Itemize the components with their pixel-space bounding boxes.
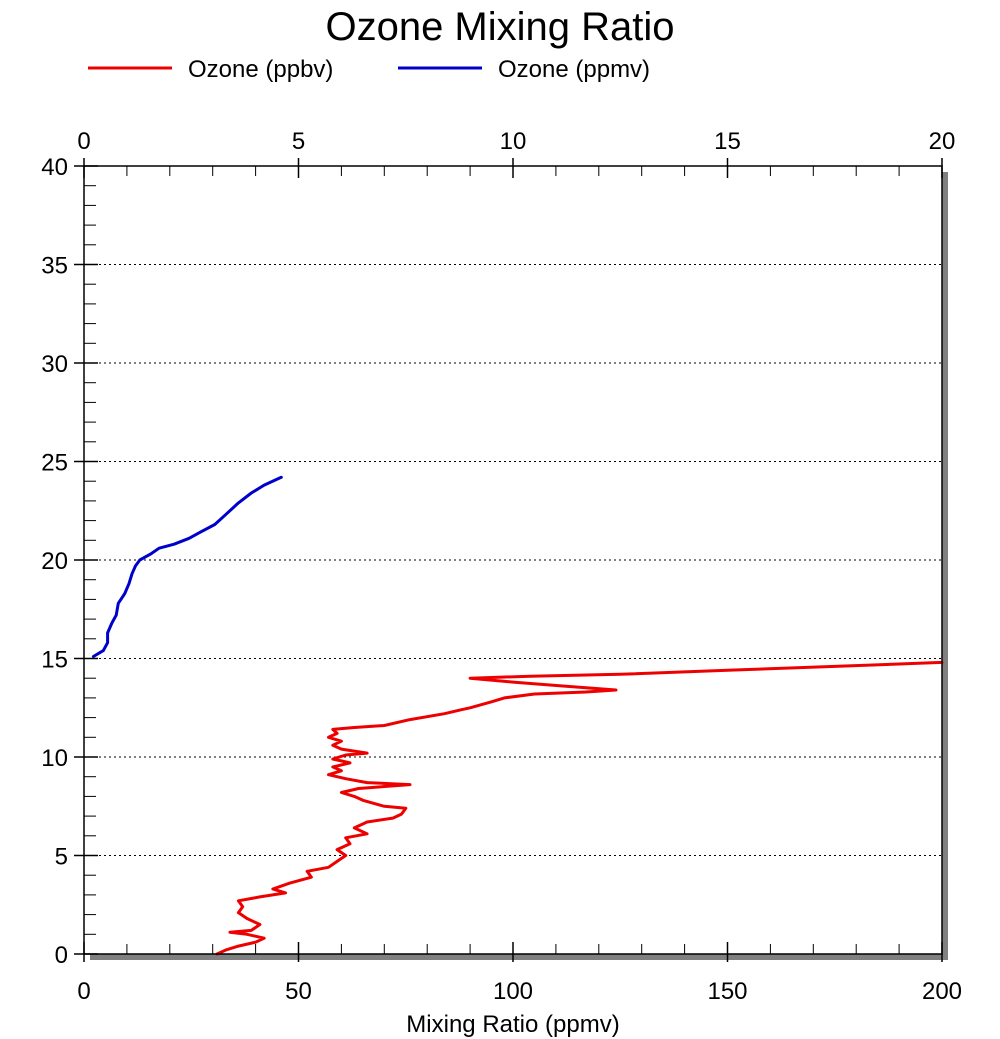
x-bottom-tick-label-100: 100 — [493, 978, 533, 1005]
x-bottom-tick-label-50: 50 — [285, 978, 312, 1005]
legend: Ozone (ppbv) Ozone (ppmv) — [88, 56, 650, 83]
y-tick-label-35: 35 — [41, 253, 68, 280]
plot-area — [84, 166, 942, 954]
y-tick-label-20: 20 — [41, 548, 68, 575]
y-tick-label-25: 25 — [41, 450, 68, 477]
y-tick-label-30: 30 — [41, 351, 68, 378]
y-tick-label-15: 15 — [41, 647, 68, 674]
x-top-tick-label-10: 10 — [500, 128, 527, 155]
x-top-tick-label-5: 5 — [292, 128, 305, 155]
chart-title: Ozone Mixing Ratio — [325, 5, 674, 49]
tick-labels: 0 5 10 15 20 25 30 35 40 0 50 100 150 200 0 5 10 15 20 — [41, 128, 962, 1005]
series-layer — [91, 475, 944, 956]
y-tick-label-5: 5 — [55, 844, 68, 871]
y-tick-label-10: 10 — [41, 745, 68, 772]
y-tick-label-0: 0 — [55, 942, 68, 969]
x-top-tick-label-15: 15 — [714, 128, 741, 155]
x-top-tick-label-20: 20 — [929, 128, 956, 155]
minor-ticks — [84, 166, 900, 954]
x-axis-label: Mixing Ratio (ppmv) — [406, 1011, 619, 1038]
x-bottom-tick-label-200: 200 — [922, 978, 962, 1005]
legend-label-ozone-ppbv: Ozone (ppbv) — [188, 56, 333, 83]
x-bottom-tick-label-150: 150 — [707, 978, 747, 1005]
x-bottom-tick-label-0: 0 — [77, 978, 90, 1005]
series-line-ozone-ppmv — [91, 475, 283, 658]
grid-lines — [84, 264, 942, 856]
x-top-tick-label-0: 0 — [77, 128, 90, 155]
y-tick-label-40: 40 — [41, 154, 68, 181]
tick-marks — [74, 158, 943, 962]
legend-label-ozone-ppmv: Ozone (ppmv) — [498, 56, 650, 83]
series-line-ozone-ppbv — [215, 660, 944, 956]
